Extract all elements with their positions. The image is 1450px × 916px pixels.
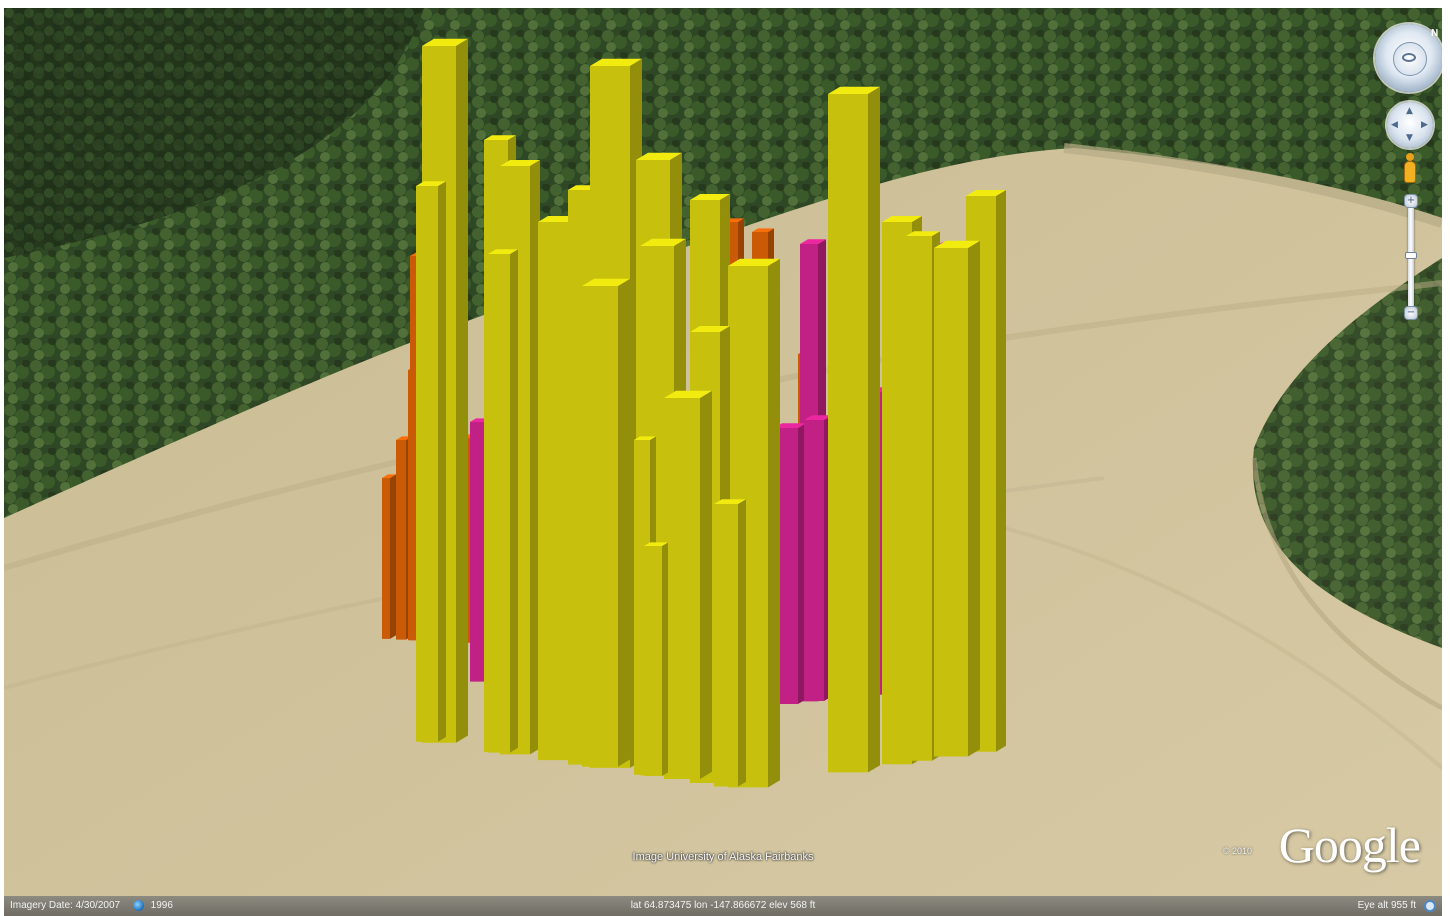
zoom-in-button[interactable]: + — [1404, 194, 1418, 208]
bar-column-magenta-22 — [804, 415, 832, 701]
bar-top-face — [906, 231, 940, 236]
bar-column-yellow-34 — [488, 249, 518, 753]
bar-side-face — [438, 181, 446, 742]
move-left-arrow-icon[interactable]: ◀ — [1391, 120, 1398, 130]
bar-top-face — [664, 390, 712, 398]
bar-column-yellow-52 — [934, 240, 980, 757]
status-bar: Imagery Date: 4/30/2007 1996 lat 64.8734… — [4, 896, 1442, 916]
bar-front-face — [906, 236, 932, 761]
historical-year: 1996 — [150, 900, 173, 911]
bar-side-face — [530, 160, 540, 755]
bar-side-face — [996, 190, 1006, 752]
zoom-slider[interactable]: + − — [1402, 194, 1420, 322]
bar-top-face — [488, 249, 518, 254]
historical-imagery-icon[interactable] — [132, 899, 144, 911]
logo-text: Google — [1278, 817, 1421, 873]
bar-side-face — [390, 474, 396, 639]
bar-column-yellow-48 — [828, 86, 880, 773]
bar-columns-3d — [382, 38, 1006, 788]
bar-top-face — [804, 415, 832, 420]
bar-top-face — [828, 86, 880, 94]
bar-top-face — [714, 499, 746, 504]
bar-front-face — [582, 286, 618, 767]
bar-front-face — [664, 398, 700, 779]
bar-front-face — [382, 478, 390, 639]
bar-side-face — [456, 38, 468, 743]
bar-top-face — [774, 423, 806, 428]
bar-top-face — [800, 239, 826, 244]
eye-icon — [1402, 53, 1416, 62]
bar-front-face — [396, 440, 406, 640]
eye-altitude: Eye alt 955 ft — [1357, 900, 1416, 911]
bar-front-face — [804, 420, 824, 701]
move-right-arrow-icon[interactable]: ▶ — [1421, 120, 1428, 130]
bar-side-face — [662, 542, 668, 776]
bar-column-yellow-44 — [664, 390, 712, 779]
street-view-pegman-icon[interactable] — [1402, 153, 1418, 187]
logo-copyright: © 2010 — [1222, 846, 1252, 856]
bar-top-face — [728, 258, 780, 266]
bar-side-face — [700, 390, 712, 779]
bar-side-face — [868, 86, 880, 773]
bar-top-face — [934, 240, 980, 248]
bar-top-face — [416, 181, 446, 186]
bar-front-face — [714, 504, 738, 787]
bar-front-face — [828, 94, 868, 773]
imagery-attribution: Image University of Alaska Fairbanks — [632, 851, 814, 863]
bar-top-face — [966, 190, 1006, 196]
bar-side-face — [768, 258, 780, 788]
bar-front-face — [644, 546, 662, 776]
bar-side-face — [968, 240, 980, 757]
bar-side-face — [618, 278, 630, 767]
look-joystick-icon[interactable]: N — [1375, 24, 1442, 92]
bar-column-yellow-39 — [582, 278, 630, 767]
bar-column-yellow-47 — [714, 499, 746, 787]
bar-column-yellow-46 — [644, 542, 668, 776]
north-indicator[interactable]: N — [1431, 28, 1439, 39]
bar-front-face — [488, 254, 510, 753]
pegman-body — [1404, 161, 1416, 183]
move-down-arrow-icon[interactable]: ▼ — [1406, 133, 1413, 143]
streaming-indicator-icon — [1424, 900, 1436, 912]
bar-top-face — [640, 238, 686, 246]
bar-top-face — [752, 228, 774, 232]
bar-top-face — [582, 278, 630, 286]
pegman-head — [1406, 153, 1414, 161]
move-joystick-icon[interactable]: ▲ ▼ ◀ ▶ — [1387, 102, 1433, 148]
map-viewport[interactable]: N ▲ ▼ ◀ ▶ + − Image University of Alaska… — [4, 8, 1442, 896]
move-up-arrow-icon[interactable]: ▲ — [1406, 106, 1413, 116]
zoom-out-button[interactable]: − — [1404, 306, 1418, 320]
imagery-date: Imagery Date: 4/30/2007 1996 — [10, 896, 173, 916]
bar-top-face — [590, 58, 642, 66]
bar-top-face — [500, 160, 540, 166]
bar-top-face — [882, 216, 922, 222]
zoom-thumb[interactable] — [1405, 252, 1417, 259]
bar-side-face — [510, 249, 518, 753]
bar-column-orange-0 — [382, 474, 396, 639]
bar-front-face — [470, 422, 488, 682]
imagery-date-label: Imagery Date: 4/30/2007 — [10, 900, 121, 911]
bar-front-face — [934, 248, 968, 757]
bar-column-yellow-31 — [416, 181, 446, 742]
bar-side-face — [738, 499, 746, 787]
bar-top-face — [484, 135, 516, 140]
bar-top-face — [634, 436, 656, 440]
bar-top-face — [636, 152, 682, 160]
bar-front-face — [882, 222, 912, 765]
google-logo: © 2010 Google — [1223, 816, 1421, 874]
bar-top-face — [690, 194, 730, 200]
bar-top-face — [382, 474, 396, 478]
bar-front-face — [538, 222, 568, 761]
bar-top-face — [422, 38, 468, 46]
bar-front-face — [416, 186, 438, 742]
bar-top-face — [690, 326, 730, 332]
coordinates-readout: lat 64.873475 lon -147.866672 elev 568 f… — [630, 900, 816, 911]
bar-top-face — [644, 542, 668, 546]
